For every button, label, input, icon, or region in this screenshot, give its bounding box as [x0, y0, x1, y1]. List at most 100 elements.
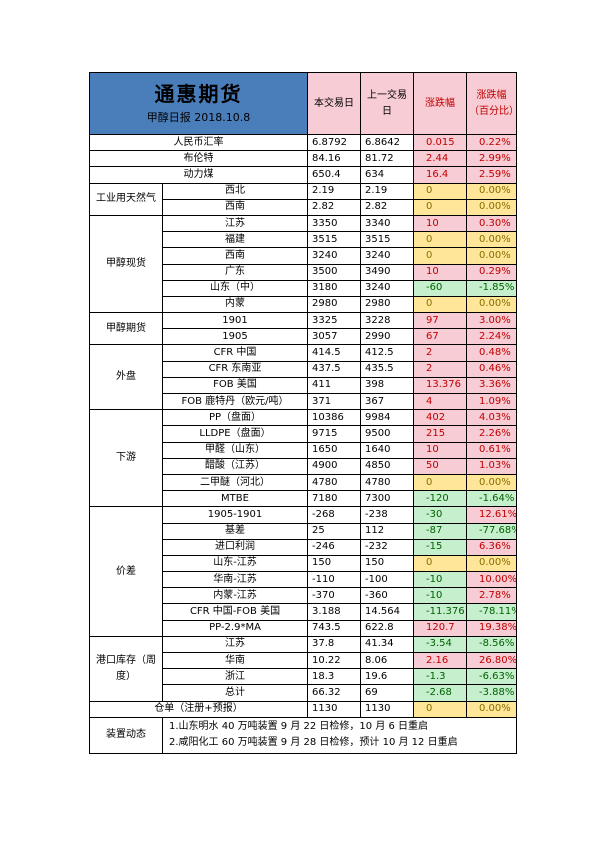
value-pct: 1.09%: [466, 392, 518, 411]
value-prev: 3340: [360, 214, 415, 233]
device-note-2: 2.咸阳化工 60 万吨装置 9 月 28 日检修，预计 10 月 12 日重启: [169, 737, 458, 749]
value-prev: 435.5: [360, 360, 415, 378]
value-change: 0: [413, 231, 468, 249]
table-row: 华南 10.22 8.06 2.16 26.80%: [90, 651, 518, 670]
row-label: 甲醛（山东）: [161, 441, 309, 459]
value-prev: 2.19: [360, 182, 415, 200]
value-prev: 41.34: [360, 635, 415, 654]
group-label: 下游: [89, 409, 163, 508]
value-pct: 0.00%: [466, 182, 518, 200]
value-change: 97: [413, 312, 468, 330]
row-label: PP-2.9*MA: [161, 619, 309, 637]
value-prev: 9984: [360, 409, 415, 427]
row-label: 基差: [161, 522, 309, 540]
value-prev: 412.5: [360, 344, 415, 362]
value-today: 18.3: [307, 668, 362, 686]
row-label: CFR 东南亚: [161, 360, 309, 378]
row-label: 西北: [161, 182, 309, 200]
table-row: 山东（中） 3180 3240 -60 -1.85%: [90, 279, 518, 297]
value-change: 0: [413, 554, 468, 573]
col-header-today: 本交易日: [307, 72, 362, 135]
value-prev: 6.8642: [360, 133, 415, 152]
value-today: -110: [307, 571, 362, 589]
value-today: 2.19: [307, 182, 362, 200]
value-prev: 8.06: [360, 651, 415, 670]
value-prev: 1640: [360, 441, 415, 459]
value-change: 120.7: [413, 619, 468, 637]
value-pct: 0.46%: [466, 360, 518, 378]
value-today: 411: [307, 376, 362, 395]
value-pct: 0.48%: [466, 344, 518, 362]
value-change: 50: [413, 457, 468, 475]
row-label: 动力煤: [88, 166, 309, 184]
value-today: 3500: [307, 263, 362, 281]
value-today: -268: [307, 506, 362, 524]
row-label: LLDPE（盘面）: [161, 425, 309, 443]
row-label: 浙江: [161, 668, 309, 686]
value-prev: 112: [360, 522, 415, 540]
value-pct: 2.78%: [466, 587, 518, 605]
group-label: 港口库存（周度）: [89, 635, 163, 702]
group-label: 价差: [89, 506, 163, 637]
row-label: 江苏: [161, 635, 309, 654]
value-prev: 622.8: [360, 619, 415, 637]
value-prev: 69: [360, 684, 415, 702]
value-today: 414.5: [307, 344, 362, 362]
group-label: 甲醇期货: [89, 312, 163, 346]
row-label: 内蒙-江苏: [161, 587, 309, 605]
value-change: 2: [413, 360, 468, 378]
table-row: 甲醇期货 1901 3325 3228 97 3.00%: [89, 312, 518, 346]
value-pct: 6.36%: [466, 538, 518, 556]
value-prev: 3240: [360, 247, 415, 265]
value-pct: 0.00%: [466, 247, 518, 265]
row-label: 布伦特: [88, 150, 309, 168]
value-prev: 19.6: [360, 668, 415, 686]
value-prev: 3515: [360, 231, 415, 249]
device-notes-row: 装置动态 1.山东明水 40 万吨装置 9 月 22 日检修，10 月 6 日重启…: [89, 716, 518, 754]
value-today: 371: [307, 392, 362, 411]
value-pct: -77.68%: [466, 522, 518, 540]
value-today: 437.5: [307, 360, 362, 378]
value-pct: 0.30%: [466, 214, 518, 233]
value-pct: 2.99%: [466, 150, 518, 168]
row-label: 江苏: [161, 214, 309, 233]
table-row: 仓单（注册+预报） 1130 1130 0 0.00%: [88, 700, 518, 718]
value-change: 67: [413, 328, 468, 346]
value-today: 650.4: [307, 166, 362, 184]
value-today: 10386: [307, 409, 362, 427]
row-label: 1901: [161, 312, 309, 330]
value-change: 0: [413, 295, 468, 314]
value-prev: 3228: [360, 312, 415, 330]
value-today: 37.8: [307, 635, 362, 654]
row-label: 进口利润: [161, 538, 309, 556]
value-pct: 0.22%: [466, 133, 518, 152]
value-change: -60: [413, 279, 468, 297]
value-change: -87: [413, 522, 468, 540]
value-prev: 2.82: [360, 198, 415, 216]
value-pct: 26.80%: [466, 651, 518, 670]
group-label: 外盘: [89, 344, 163, 411]
value-change: 10: [413, 214, 468, 233]
table-row: 工业用天然气 西北 2.19 2.19 0 0.00%: [89, 182, 518, 216]
device-note-1: 1.山东明水 40 万吨装置 9 月 22 日检修，10 月 6 日重启: [169, 721, 429, 733]
value-today: 3057: [307, 328, 362, 346]
value-today: 4780: [307, 473, 362, 492]
value-today: 7180: [307, 490, 362, 508]
value-today: 6.8792: [307, 133, 362, 152]
value-change: 215: [413, 425, 468, 443]
value-pct: 3.00%: [466, 312, 518, 330]
value-change: 16.4: [413, 166, 468, 184]
row-label: 总计: [161, 684, 309, 702]
value-prev: 634: [360, 166, 415, 184]
value-change: -1.3: [413, 668, 468, 686]
report-title: 通惠期货: [154, 82, 243, 106]
value-today: 3350: [307, 214, 362, 233]
group-label: 甲醇现货: [89, 214, 163, 314]
row-label: CFR 中国: [161, 344, 309, 362]
row-label: 仓单（注册+预报）: [88, 700, 309, 718]
row-label: 山东（中）: [161, 279, 309, 297]
value-pct: -1.64%: [466, 490, 518, 508]
table-row: 华南-江苏 -110 -100 -10 10.00%: [90, 571, 518, 589]
value-change: 402: [413, 409, 468, 427]
